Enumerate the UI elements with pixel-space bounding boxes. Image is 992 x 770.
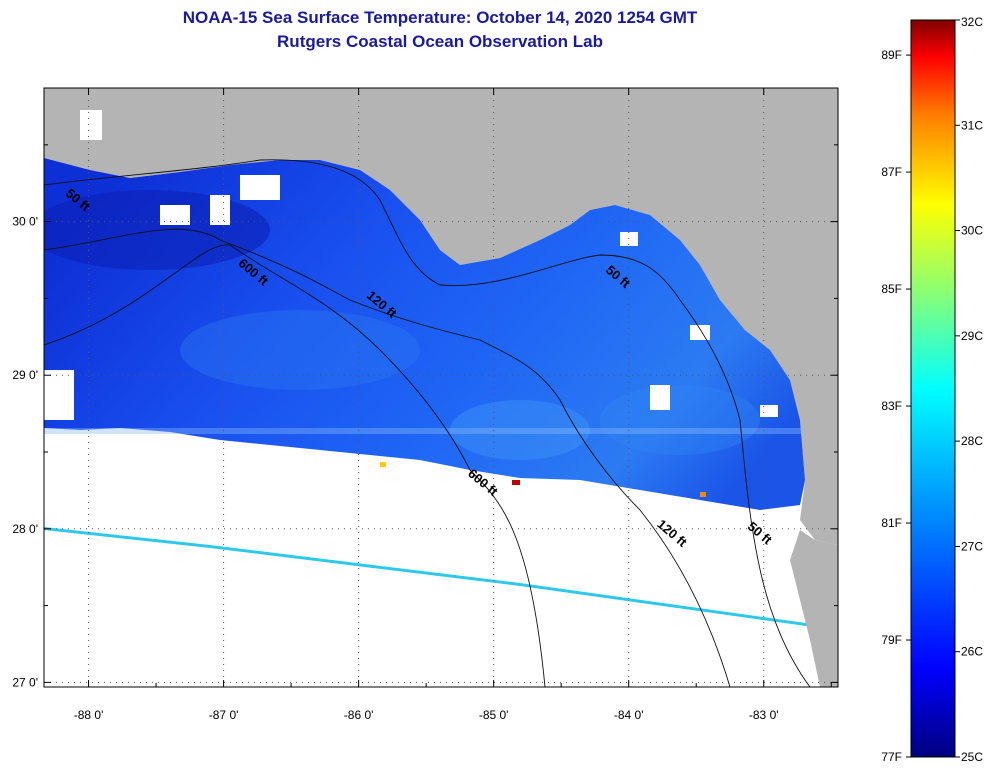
colorbar-fahrenheit-label: 87F	[881, 165, 902, 179]
warm-patch	[180, 310, 420, 390]
cool-patch	[30, 190, 270, 270]
colorbar-fahrenheit-label: 83F	[881, 399, 902, 413]
colorbar-fahrenheit-label: 85F	[881, 282, 902, 296]
colorbar-celsius-label: 32C	[961, 15, 983, 29]
colorbar-fahrenheit-label: 79F	[881, 633, 902, 647]
lon-tick-label: -83 0'	[749, 708, 779, 722]
lat-tick-label: 28 0'	[12, 522, 38, 536]
warm-patch	[600, 385, 760, 455]
lon-tick-label: -87 0'	[209, 708, 239, 722]
colorbar-celsius-label: 30C	[961, 224, 983, 238]
lon-tick-label: -88 0'	[74, 708, 104, 722]
colorbar-fahrenheit-label: 89F	[881, 48, 902, 62]
lon-tick-label: -84 0'	[614, 708, 644, 722]
colorbar-celsius-label: 31C	[961, 118, 983, 132]
colorbar-fahrenheit-label: 77F	[881, 750, 902, 764]
lat-tick-label: 30 0'	[12, 215, 38, 229]
lon-tick-label: -86 0'	[344, 708, 374, 722]
colorbar-celsius-label: 27C	[961, 539, 983, 553]
colorbar-celsius-label: 26C	[961, 645, 983, 659]
colorbar-celsius-label: 28C	[961, 434, 983, 448]
lon-tick-label: -85 0'	[479, 708, 509, 722]
colorbar-celsius-label: 25C	[961, 750, 983, 764]
colorbar-fahrenheit-label: 81F	[881, 516, 902, 530]
colorbar-celsius-label: 29C	[961, 329, 983, 343]
lat-tick-label: 27 0'	[12, 675, 38, 689]
colorbar	[911, 20, 955, 757]
lat-tick-label: 29 0'	[12, 368, 38, 382]
